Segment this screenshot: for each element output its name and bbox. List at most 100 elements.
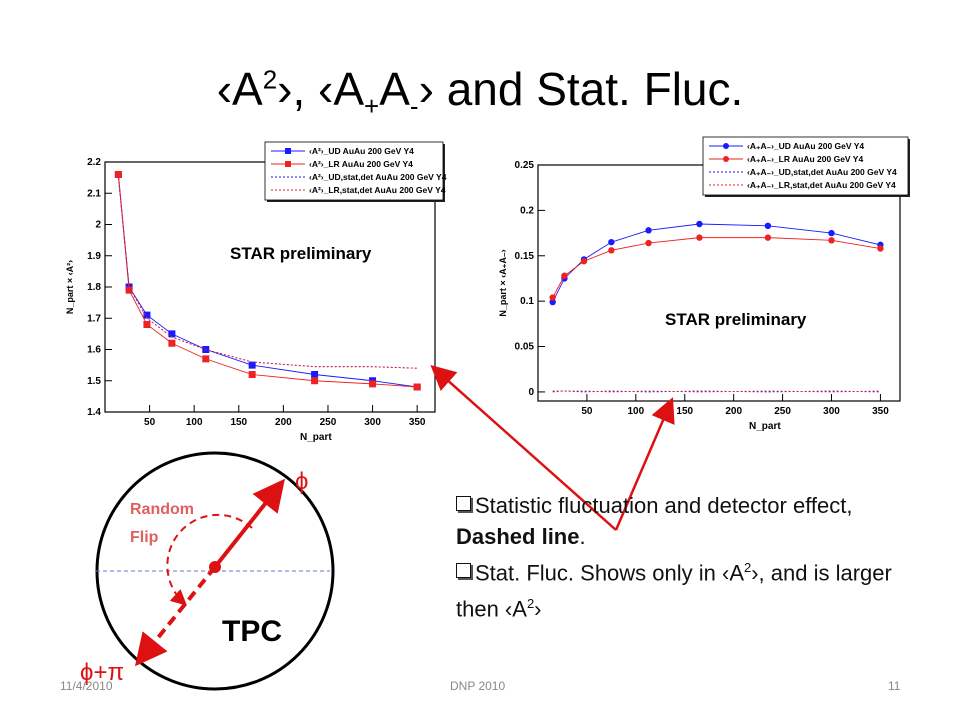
footer-date: 11/4/2010 (60, 679, 113, 693)
data-point (143, 311, 151, 319)
y-tick-label: 0.2 (520, 205, 534, 216)
bullet-text: Statistic fluctuation and detector effec… (475, 493, 853, 518)
title-part: A (379, 63, 410, 115)
data-point (645, 239, 652, 247)
data-point (168, 339, 176, 347)
data-point (828, 229, 835, 237)
star-preliminary-right: STAR preliminary (665, 310, 807, 329)
bullet-sup: 2 (744, 560, 752, 575)
tpc-diagram: ϕ ϕ+π Random Flip TPC (80, 451, 335, 691)
y-tick-label: 1.5 (87, 376, 101, 387)
title-sub: + (364, 91, 380, 122)
x-tick-label: 300 (823, 406, 840, 417)
bullet-text: Stat. Fluc. Shows only in ‹A (475, 560, 744, 586)
y-tick-label: 0.15 (515, 251, 535, 262)
x-tick-label: 350 (872, 406, 889, 417)
x-tick-label: 250 (320, 417, 337, 428)
data-point (202, 355, 210, 363)
bullet-sup: 2 (526, 596, 535, 612)
y-tick-label: 1.4 (87, 407, 101, 418)
x-tick-label: 200 (725, 406, 742, 417)
legend-label: ‹A₊A₋›_UD,stat,det AuAu 200 GeV Y4 (747, 167, 897, 177)
data-point (413, 383, 421, 391)
y-tick-label: 1.7 (87, 313, 101, 324)
x-tick-label: 50 (581, 406, 593, 417)
x-axis-label: N_part (749, 421, 781, 432)
data-point (143, 321, 151, 328)
random-flip-label-2: Flip (130, 529, 159, 546)
series-line (552, 390, 881, 393)
footer-center: DNP 2010 (450, 679, 506, 693)
y-tick-label: 1.8 (87, 282, 101, 293)
plot-frame (104, 161, 436, 413)
chart-a2: 50 100 150 200 250 300 350 1.4 1.5 1.6 1.7 1.8 1.9 2 2… (65, 141, 447, 443)
phi-pi-label: ϕ+π (80, 659, 124, 686)
data-point (168, 330, 176, 338)
bullet-list: Statistic fluctuation and detector effec… (456, 490, 926, 625)
x-tick-label: 100 (186, 417, 203, 428)
data-point (696, 234, 703, 241)
data-point (369, 380, 377, 388)
data-point (580, 258, 588, 265)
checkbox-bullet-icon (456, 496, 471, 511)
arrow-to-right-chart (614, 397, 675, 531)
legend-label: ‹A₊A₋›_LR,stat,det AuAu 200 GeV Y4 (747, 180, 896, 190)
arrow-to-left-chart (430, 365, 617, 531)
x-tick-label: 350 (409, 417, 426, 428)
x-tick-label: 50 (144, 417, 156, 428)
x-tick-label: 200 (275, 417, 292, 428)
legend-box (264, 141, 444, 201)
x-tick-label: 300 (364, 417, 381, 428)
title-part: ›, ‹A (277, 63, 365, 115)
data-point (608, 238, 615, 246)
y-tick-label: 2.2 (87, 157, 101, 168)
chart-aplus-aminus: 50 100 150 200 250 300 350 0 0.05 0.1 0.15 0.2 0.25 N… (498, 136, 910, 432)
data-point (764, 222, 772, 230)
data-point (561, 272, 568, 279)
footer-page-number: 11 (888, 679, 901, 693)
y-tick-label: 2 (95, 220, 101, 231)
legend: ‹A²›_UD AuAu 200 GeV Y4 ‹A²›_LR AuAu 200 … (264, 141, 447, 202)
data-point (248, 371, 256, 378)
data-point (125, 286, 133, 294)
y-axis-label: N_part × ‹A₊A₋› (498, 249, 508, 316)
data-point (549, 294, 556, 301)
title-sub: - (409, 91, 419, 122)
title-part: › and Stat. Fluc. (418, 63, 744, 115)
legend-label: ‹A₊A₋›_UD AuAu 200 GeV Y4 (747, 141, 864, 151)
y-tick-label: 0.05 (515, 342, 535, 353)
data-point (114, 171, 122, 178)
data-point (696, 220, 703, 228)
data-point (764, 234, 772, 241)
phi-label: ϕ (295, 468, 308, 495)
data-point (645, 227, 652, 234)
bullet-text: . (579, 524, 586, 549)
random-flip-arc (166, 513, 253, 606)
bullet-text: ›, and is larger then ‹A (456, 560, 892, 622)
y-tick-label: 0 (528, 387, 534, 398)
data-point (248, 361, 256, 369)
x-tick-label: 100 (627, 406, 644, 417)
y-tick-label: 0.25 (515, 160, 535, 171)
x-tick-label: 150 (230, 417, 247, 428)
title-sup: 2 (262, 64, 278, 95)
legend-label: ‹A²›_LR AuAu 200 GeV Y4 (309, 159, 413, 169)
star-preliminary-left: STAR preliminary (230, 244, 372, 263)
legend-marker (723, 143, 729, 149)
x-axis-label: N_part (300, 432, 332, 443)
x-tick-label: 150 (676, 406, 693, 417)
legend-label: ‹A²›_UD,stat,det AuAu 200 GeV Y4 (309, 172, 447, 182)
y-tick-label: 1.9 (87, 251, 101, 262)
series-line (117, 177, 418, 369)
y-tick-label: 2.1 (87, 188, 101, 199)
legend-label: ‹A₊A₋›_LR AuAu 200 GeV Y4 (747, 154, 863, 164)
y-tick-label: 0.1 (520, 296, 534, 307)
legend-marker (285, 161, 291, 167)
data-point (877, 245, 884, 252)
data-point (311, 377, 319, 385)
x-tick-label: 250 (774, 406, 791, 417)
random-flip-label: Random (130, 501, 194, 518)
checkbox-bullet-icon (456, 563, 471, 579)
legend-label: ‹A²›_LR,stat,det AuAu 200 GeV Y4 (309, 185, 446, 195)
